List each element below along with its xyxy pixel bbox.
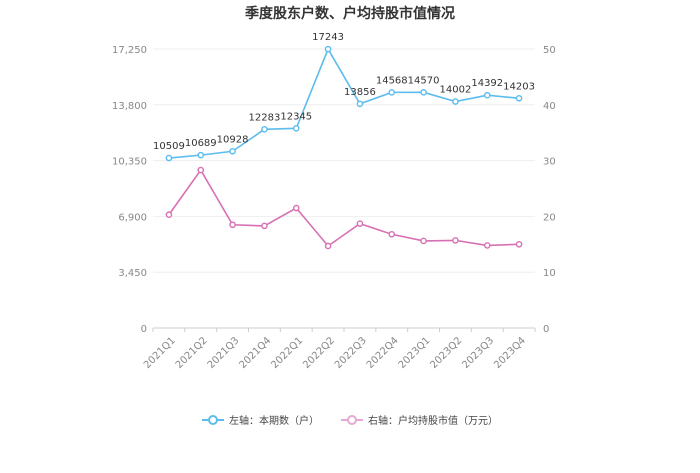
data-label: 14203 (503, 81, 535, 92)
left-tick-label: 3,450 (118, 268, 147, 279)
data-point-market-value (452, 237, 459, 244)
x-tick-label: 2022Q4 (365, 335, 401, 371)
data-label: 12345 (280, 111, 312, 122)
x-tick-label: 2022Q3 (333, 335, 369, 371)
series-line-market-value (168, 168, 520, 248)
left-tick-label: 13,800 (112, 101, 147, 112)
legend-label-market-value: 右轴：户均持股市值（万元） (368, 416, 498, 427)
data-point-market-value (388, 230, 396, 238)
data-point-market-value (356, 220, 364, 227)
data-label: 10689 (185, 138, 217, 149)
data-label: 17243 (312, 32, 344, 43)
left-tick-label: 6,900 (118, 212, 147, 223)
data-point-market-value (515, 240, 523, 248)
x-tick-label: 2023Q1 (397, 335, 433, 371)
x-tick-label: 2021Q3 (206, 335, 242, 371)
x-tick-label: 2023Q3 (460, 335, 496, 371)
data-label: 14568 (376, 75, 408, 86)
right-tick-label: 30 (543, 157, 556, 168)
data-point-market-value (197, 166, 205, 174)
data-point-households (420, 89, 427, 96)
right-tick-label: 0 (543, 324, 549, 335)
data-point-households (452, 98, 459, 105)
data-point-market-value (483, 242, 491, 249)
data-point-households (197, 151, 205, 159)
x-tick-label: 2021Q1 (142, 335, 178, 371)
data-label: 14570 (408, 75, 440, 86)
x-tick-label: 2021Q4 (238, 335, 274, 371)
x-tick-label: 2021Q2 (174, 335, 210, 371)
data-label: 14002 (440, 85, 472, 96)
data-point-market-value (292, 204, 300, 212)
right-tick-label: 50 (543, 45, 556, 56)
legend-line-circle-icon (202, 414, 224, 425)
data-point-households (165, 154, 173, 162)
data-point-households (515, 94, 523, 102)
left-tick-label: 10,350 (112, 157, 147, 168)
data-label: 12283 (249, 112, 281, 123)
data-label: 10509 (153, 141, 185, 152)
data-label: 13856 (344, 87, 376, 98)
legend-item-market-value[interactable]: 右轴：户均持股市值（万元） (341, 412, 498, 427)
data-label: 14392 (471, 78, 503, 89)
legend-line-circle-icon (341, 414, 363, 425)
data-point-households (356, 100, 364, 108)
right-tick-label: 20 (543, 212, 556, 223)
data-point-households (324, 45, 332, 53)
legend: 左轴：本期数（户） 右轴：户均持股市值（万元） (0, 412, 700, 427)
right-tick-label: 40 (543, 101, 556, 112)
data-point-households (229, 147, 236, 155)
left-tick-label: 17,250 (112, 45, 147, 56)
left-tick-label: 0 (141, 324, 147, 335)
data-point-households (388, 89, 396, 96)
data-point-market-value (165, 211, 173, 219)
series-line-households (168, 47, 520, 159)
chart-title: 季度股东户数、户均持股市值情况 (245, 6, 455, 22)
x-tick-label: 2022Q1 (269, 335, 305, 371)
data-point-market-value (229, 221, 236, 229)
data-point-households (292, 125, 300, 132)
right-tick-label: 10 (543, 268, 556, 279)
x-tick-label: 2023Q2 (429, 335, 465, 371)
data-point-households (261, 126, 268, 133)
data-point-households (483, 91, 491, 99)
data-point-market-value (324, 242, 332, 250)
x-tick-label: 2022Q2 (301, 335, 337, 371)
data-point-market-value (261, 222, 268, 230)
x-tick-label: 2023Q4 (492, 335, 528, 371)
data-label: 10928 (217, 134, 249, 145)
legend-item-households[interactable]: 左轴：本期数（户） (202, 412, 319, 427)
legend-label-households: 左轴：本期数（户） (229, 416, 319, 427)
data-point-market-value (420, 237, 427, 245)
